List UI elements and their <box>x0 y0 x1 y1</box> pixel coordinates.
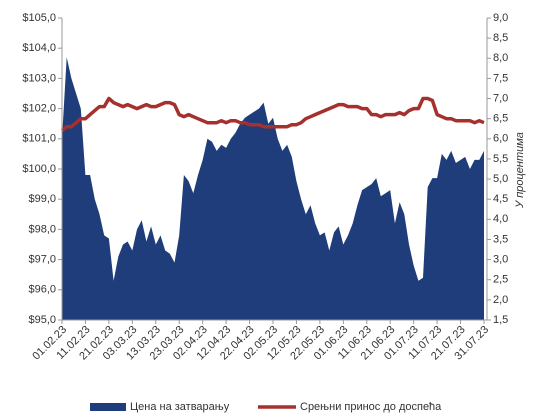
y2-tick-label: 2,5 <box>493 274 508 286</box>
y-tick-label: $95,0 <box>28 314 56 326</box>
y2-tick-label: 6,0 <box>493 133 508 145</box>
price-area <box>62 57 484 321</box>
y2-tick-label: 8,0 <box>493 52 508 64</box>
legend-swatch <box>90 403 126 411</box>
y-tick-label: $102,0 <box>22 103 56 115</box>
y-tick-label: $100,0 <box>22 163 56 175</box>
y2-axis-label: У процентима <box>514 132 526 209</box>
y2-tick-label: 4,0 <box>493 213 508 225</box>
y-tick-label: $104,0 <box>22 42 56 54</box>
y2-tick-label: 7,0 <box>493 92 508 104</box>
y2-tick-label: 8,5 <box>493 32 508 44</box>
y2-tick-label: 9,0 <box>493 12 508 24</box>
y-tick-label: $97,0 <box>28 254 56 266</box>
y2-tick-label: 1,5 <box>493 314 508 326</box>
legend-label: Срењни принос до доспећа <box>300 401 442 413</box>
y2-tick-label: 3,0 <box>493 254 508 266</box>
y2-tick-label: 2,0 <box>493 294 508 306</box>
y-tick-label: $103,0 <box>22 72 56 84</box>
y-tick-label: $105,0 <box>22 12 56 24</box>
y2-tick-label: 4,5 <box>493 193 508 205</box>
y-tick-label: $101,0 <box>22 133 56 145</box>
yield-line <box>60 96 485 133</box>
y2-tick-label: 6,5 <box>493 113 508 125</box>
y2-tick-label: 3,5 <box>493 233 508 245</box>
y2-tick-label: 7,5 <box>493 72 508 84</box>
y2-tick-label: 5,5 <box>493 153 508 165</box>
y2-tick-label: 5,0 <box>493 173 508 185</box>
legend-label: Цена на затварању <box>130 401 230 413</box>
y-tick-label: $99,0 <box>28 193 56 205</box>
y-tick-label: $98,0 <box>28 223 56 235</box>
y-tick-label: $96,0 <box>28 284 56 296</box>
